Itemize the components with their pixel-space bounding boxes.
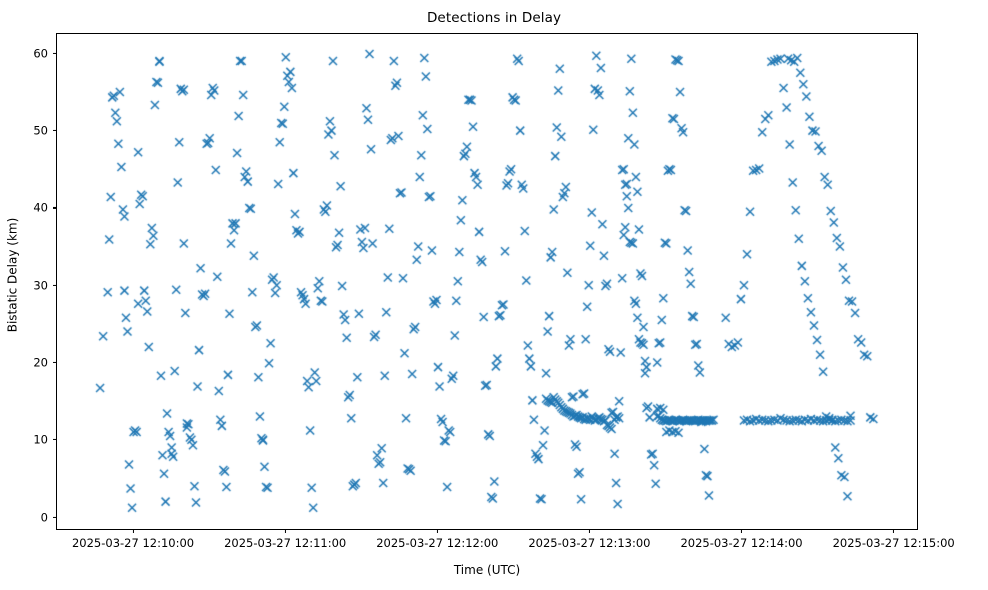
y-tick-mark [53, 284, 57, 286]
x-tick-mark [893, 529, 895, 533]
y-tick: 20 [0, 355, 57, 369]
x-tick-label: 2025-03-27 12:12:00 [376, 536, 499, 550]
y-tick-label: 50 [33, 123, 48, 138]
x-tick-mark [436, 529, 438, 533]
x-tick-mark [588, 529, 590, 533]
y-tick: 30 [0, 278, 57, 292]
y-tick-mark [53, 361, 57, 364]
y-tick: 60 [0, 46, 57, 60]
y-tick-label: 60 [33, 46, 48, 61]
x-tick-label: 2025-03-27 12:13:00 [528, 536, 651, 550]
y-tick-mark [53, 130, 57, 132]
x-axis-label: Time (UTC) [453, 563, 521, 577]
y-tick: 0 [0, 510, 57, 524]
y-tick-mark [53, 52, 57, 54]
y-tick-label: 10 [33, 432, 48, 447]
y-tick: 50 [0, 124, 57, 138]
x-tick-label: 2025-03-27 12:14:00 [680, 536, 803, 550]
y-tick-mark [53, 439, 57, 441]
chart-title: Detections in Delay [426, 10, 562, 26]
y-tick: 40 [0, 201, 57, 215]
x-tick-label: 2025-03-27 12:11:00 [224, 536, 347, 550]
x-tick-mark [132, 529, 134, 533]
y-tick-mark [53, 516, 57, 518]
y-tick-label: 40 [33, 200, 48, 215]
x-tick-mark [740, 529, 743, 533]
plot-axes: 0 10 20 30 40 50 60 2025-03-27 12:10:00 2025-03… [33, 33, 955, 550]
y-tick-label: 20 [33, 355, 48, 370]
x-tick-mark [284, 529, 286, 533]
y-tick: 10 [0, 433, 57, 447]
y-tick-label: 0 [40, 510, 48, 525]
y-tick-label: 30 [33, 278, 48, 293]
y-axis-label: Bistatic Delay (km) [5, 217, 20, 333]
x-tick-label: 2025-03-27 12:15:00 [832, 536, 955, 550]
scatter-points-layer [57, 34, 919, 531]
y-tick-mark [53, 207, 57, 209]
x-tick-label: 2025-03-27 12:10:00 [71, 536, 195, 550]
